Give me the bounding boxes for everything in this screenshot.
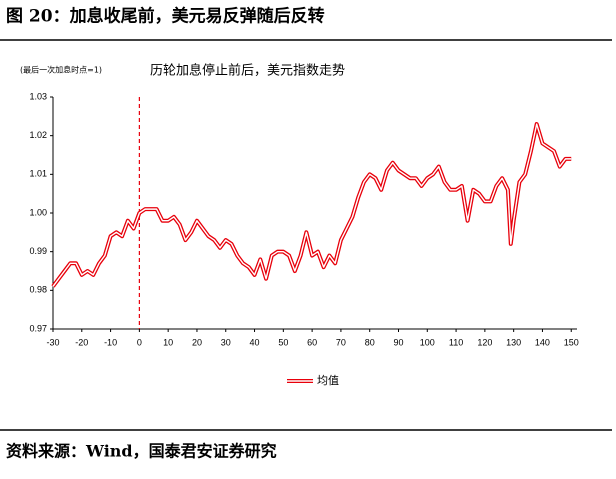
x-tick-label: 10 — [163, 337, 173, 347]
y-tick-label: 1.01 — [29, 169, 47, 179]
x-tick-label: 120 — [477, 337, 492, 347]
source-note: 资料来源：Wind，国泰君安证券研究 — [6, 442, 277, 461]
y-tick-label: 0.97 — [29, 323, 47, 333]
x-tick-label: 110 — [449, 337, 463, 347]
x-tick-label: -10 — [104, 337, 117, 347]
x-tick-label: 130 — [506, 337, 521, 347]
x-tick-label: 70 — [336, 337, 346, 347]
x-tick-label: -20 — [75, 337, 88, 347]
chart-subtitle: 历轮加息停止前后，美元指数走势 — [150, 63, 345, 79]
x-tick-label: 150 — [564, 337, 579, 347]
y-tick-label: 1.02 — [29, 130, 47, 140]
x-tick-label: 40 — [250, 337, 260, 347]
x-tick-label: 20 — [192, 337, 202, 347]
x-tick-label: 140 — [535, 337, 550, 347]
x-tick-label: 30 — [221, 337, 231, 347]
annotation: (最后一次加息时点=1) — [20, 65, 102, 75]
y-tick-label: 1.03 — [29, 91, 47, 101]
x-tick-label: 100 — [420, 337, 435, 347]
x-tick-label: 80 — [365, 337, 375, 347]
series-line — [51, 122, 572, 288]
x-tick-label: 0 — [137, 337, 142, 347]
x-tick-label: 90 — [393, 337, 403, 347]
y-tick-label: 0.99 — [29, 246, 47, 256]
x-tick-label: 60 — [307, 337, 317, 347]
x-tick-label: 50 — [278, 337, 288, 347]
legend-label: 均值 — [317, 374, 339, 387]
x-tick-label: -30 — [46, 337, 59, 347]
series-line-core — [52, 123, 572, 287]
y-tick-label: 0.98 — [29, 285, 47, 295]
y-tick-label: 1.00 — [29, 207, 47, 217]
chart-title: 图 20：加息收尾前，美元易反弹随后反转 — [6, 6, 325, 27]
